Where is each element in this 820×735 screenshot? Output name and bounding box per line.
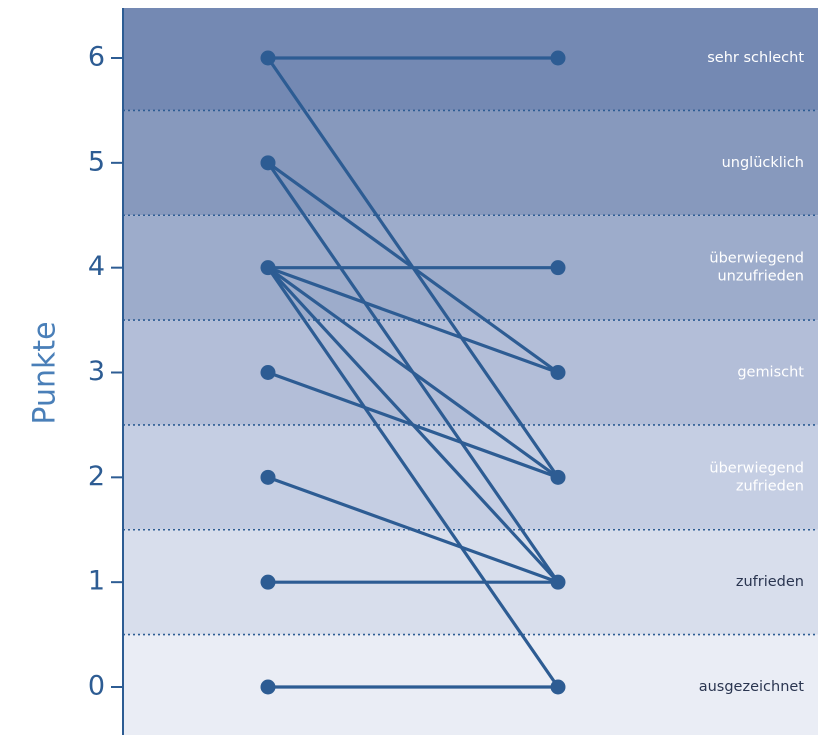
data-point [550, 679, 566, 695]
series-line [266, 266, 560, 479]
band-label: ausgezeichnet [699, 679, 805, 695]
band-0 [123, 634, 818, 735]
data-point [260, 574, 276, 590]
data-point [260, 260, 276, 276]
series-line [266, 266, 560, 689]
band-label-layer: sehr schlecht unglücklich überwiegend unzuf… [699, 50, 805, 695]
band-label: zufrieden [736, 478, 804, 494]
data-point [550, 260, 566, 276]
y-tick-label: 5 [88, 146, 105, 177]
data-point [260, 679, 276, 695]
band-label: sehr schlecht [707, 50, 804, 66]
band-layer [123, 8, 818, 735]
band-label: überwiegend [709, 251, 804, 267]
series-line [266, 266, 560, 375]
band-label: gemischt [737, 365, 804, 381]
data-point [550, 50, 566, 66]
y-tick-label: 3 [88, 356, 105, 387]
data-point [260, 469, 276, 485]
data-point [550, 365, 566, 380]
y-tick-label: 2 [88, 461, 105, 492]
band-label: überwiegend [709, 460, 804, 476]
data-point [550, 469, 566, 485]
data-point [550, 574, 566, 590]
band-label: unzufrieden [717, 269, 804, 285]
series-lines [266, 56, 560, 689]
y-tick-label: 1 [88, 566, 105, 597]
band-2 [123, 424, 818, 530]
data-point [260, 50, 276, 66]
y-tick-label: 6 [88, 42, 105, 73]
band-label: unglücklich [722, 155, 804, 171]
series-line [266, 475, 560, 584]
separator-layer [123, 109, 818, 636]
band-5 [123, 110, 818, 216]
series-points [260, 50, 566, 695]
band-3 [123, 320, 818, 425]
y-tick-label: 0 [88, 671, 105, 702]
y-axis-label: Punkte [28, 321, 63, 424]
data-point [260, 365, 276, 380]
y-tick-label: 4 [88, 251, 105, 282]
series-line [266, 370, 560, 479]
y-axis: 0 1 2 3 4 5 6 [88, 8, 124, 735]
data-point [260, 155, 276, 171]
band-label: zufrieden [736, 574, 804, 590]
